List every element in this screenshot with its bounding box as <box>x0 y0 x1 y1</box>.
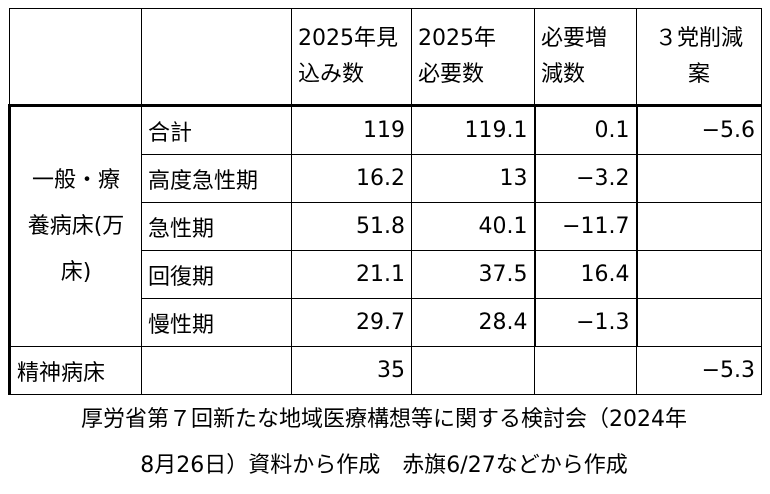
cell-text: ３党削減 <box>654 25 743 51</box>
body-cell <box>636 202 762 251</box>
cell-text: 減数 <box>541 61 586 87</box>
body-cell: 13 <box>411 154 535 203</box>
body-cell: −1.3 <box>533 298 638 347</box>
body-cell: 28.4 <box>411 298 535 347</box>
body-cell: 21.1 <box>291 250 412 299</box>
cell-text: 必要数 <box>418 61 485 87</box>
body-cell: 高度急性期 <box>141 154 292 203</box>
body-cell: 16.4 <box>533 250 638 299</box>
cell-text: 養病床(万 <box>27 213 125 239</box>
cell-text: 2025年 <box>418 25 496 51</box>
body-cell: −5.6 <box>636 105 762 155</box>
body-cell: 合計 <box>141 105 292 155</box>
header-cell: ３党削減案 <box>636 8 762 107</box>
source-note: 厚労省第７回新たな地域医療構想等に関する検討会（2024年 8月26日）資料から作… <box>8 395 760 489</box>
body-cell <box>411 346 535 395</box>
body-cell: 51.8 <box>291 202 412 251</box>
header-cell <box>141 8 292 107</box>
cell-text: 案 <box>687 61 710 87</box>
body-cell: 0.1 <box>533 105 638 155</box>
body-cell: 37.5 <box>411 250 535 299</box>
body-cell: 119.1 <box>411 105 535 155</box>
cell-text: 厚労省第７回新たな地域医療構想等に関する検討会（2024年 <box>81 407 687 432</box>
group-label: 一般・療養病床(万床) <box>8 105 142 347</box>
cell-text: 2025年見 <box>298 25 398 51</box>
body-cell: 急性期 <box>141 202 292 251</box>
header-cell: 2025年見 込み数 <box>291 8 412 107</box>
body-cell <box>636 250 762 299</box>
body-cell: 119 <box>291 105 412 155</box>
body-cell <box>141 346 292 395</box>
body-row: 急性期 51.8 40.1 −11.7 <box>10 202 762 251</box>
header-cell <box>9 8 142 107</box>
body-cell: −3.2 <box>533 154 638 203</box>
table-figure: 2025年見 込み数 2025年 必要数 必要増 減数 ３党削減案一般・療 養病床(万 床) 合計… <box>8 8 762 489</box>
body-cell: 40.1 <box>411 202 535 251</box>
cell-text: 一般・療 <box>31 167 120 193</box>
body-cell <box>636 298 762 347</box>
table: 2025年見 込み数 2025年 必要数 必要増 減数 ３党削減案一般・療 養病床(万 床) 合計… <box>8 8 762 395</box>
body-row: 精神病床 35 −5.3 <box>8 346 762 395</box>
body-cell: 35 <box>291 346 412 395</box>
body-cell: 慢性期 <box>141 298 292 347</box>
body-cell: 16.2 <box>291 154 412 203</box>
body-cell: 精神病床 <box>8 346 142 395</box>
body-cell: −5.3 <box>636 346 762 395</box>
body-cell: 回復期 <box>141 250 292 299</box>
cell-text: 床) <box>60 259 92 285</box>
body-row: 一般・療 養病床(万 床) 合計 119 119.1 0.1 −5.6 <box>8 105 762 347</box>
body-row: 慢性期 29.7 28.4 −1.3 <box>10 298 762 347</box>
body-cell <box>636 154 762 203</box>
body-cell: 29.7 <box>291 298 412 347</box>
cell-text: 8月26日）資料から作成 赤旗6/27などから作成 <box>140 453 628 478</box>
header-cell: 必要増 減数 <box>534 8 637 107</box>
cell-text: 込み数 <box>298 61 365 87</box>
header-cell: 2025年必要数 <box>411 8 535 107</box>
cell-text: 必要増 <box>541 25 608 51</box>
body-cell <box>534 346 637 395</box>
header-row: 2025年見 込み数 2025年 必要数 必要増 減数 ３党削減案 <box>9 8 762 107</box>
body-row: 回復期 21.1 37.5 16.4 <box>10 250 762 299</box>
body-cell: −11.7 <box>533 202 638 251</box>
